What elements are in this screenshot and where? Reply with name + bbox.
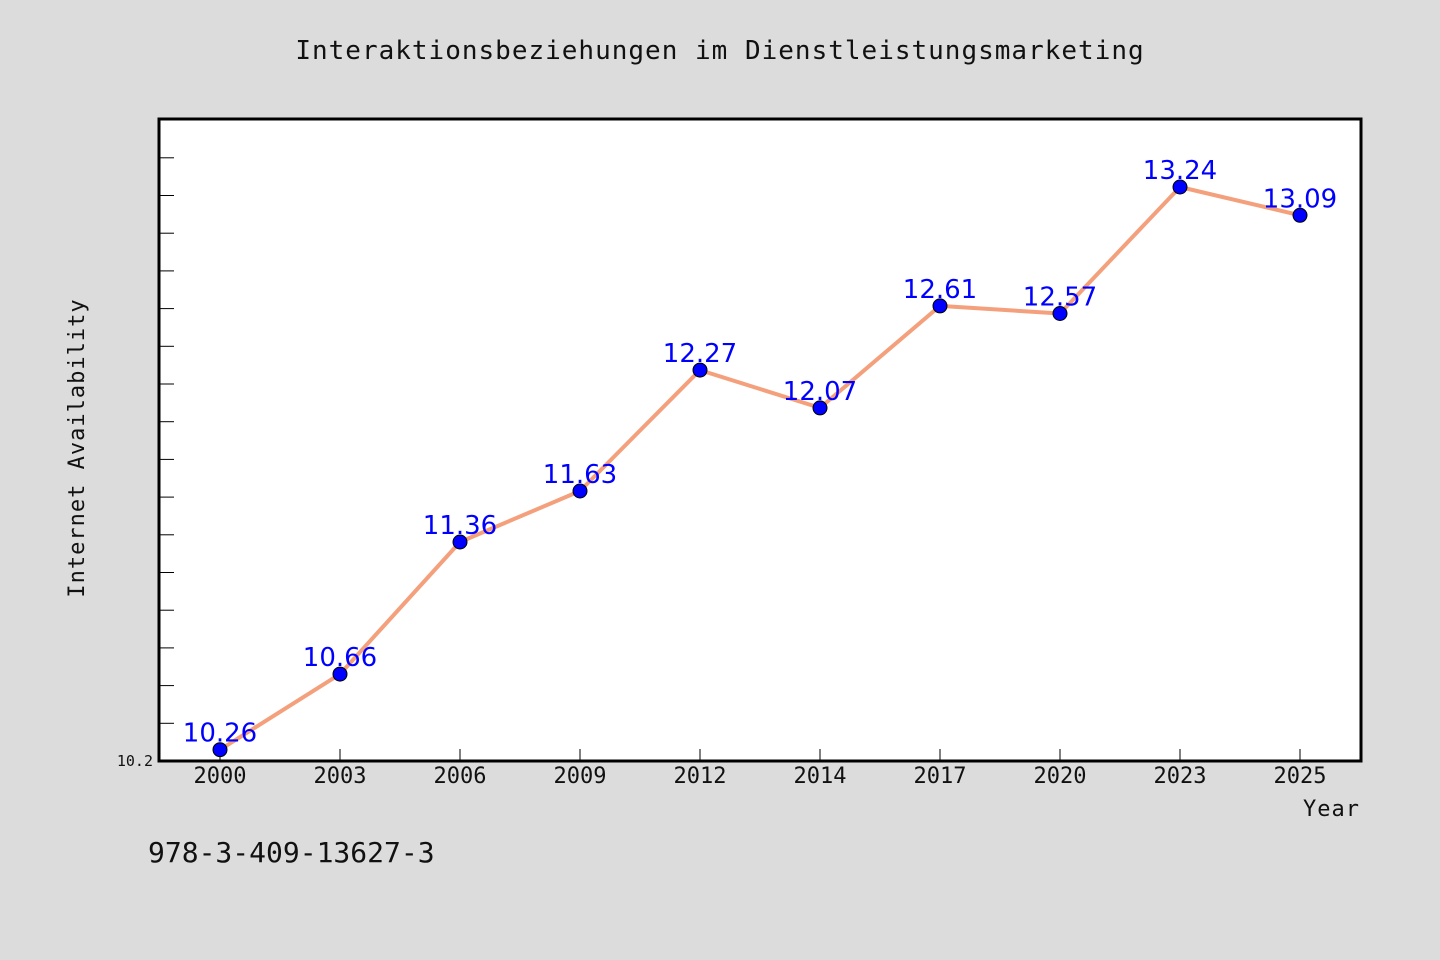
x-tick-label: 2014 [794,764,847,789]
x-axis-ticks: 2000 2003 2006 2009 2012 2014 2017 2020 2023 2025 [194,749,1327,789]
x-tick-label: 2012 [674,764,727,789]
data-labels: 10.26 10.66 11.36 11.63 12.27 12.07 12.61 12.57… [183,156,1337,749]
data-label: 11.36 [423,511,497,541]
data-label: 12.61 [903,275,977,305]
data-point [692,362,708,378]
data-point [452,534,468,550]
data-point [932,298,948,314]
x-tick-label: 2017 [914,764,967,789]
data-label: 11.63 [543,460,617,490]
data-label: 12.57 [1023,283,1097,313]
data-point [1292,207,1308,223]
series-line [218,185,1302,752]
y-tick-label: 10.2 [117,752,153,770]
data-point [1052,306,1068,321]
data-point [212,742,228,758]
data-markers [212,179,1308,758]
data-label: 12.07 [783,377,857,407]
x-tick-label: 2003 [314,764,367,789]
y-axis-label: Internet Availability [65,298,90,597]
chart-title: Interaktionsbeziehungen im Dienstleistun… [295,36,1144,66]
x-tick-label: 2025 [1274,764,1327,789]
x-tick-label: 2020 [1034,764,1087,789]
y-axis-minor-ticks [159,157,174,762]
data-point [812,400,828,416]
data-point [332,666,348,682]
x-tick-label: 2006 [434,764,487,789]
isbn-text: 978-3-409-13627-3 [148,836,435,869]
x-tick-label: 2023 [1154,764,1207,789]
data-point [1172,179,1188,195]
x-tick-label: 2000 [194,764,247,789]
data-point [572,483,588,499]
x-axis-label: Year [1303,797,1360,822]
data-label: 13.24 [1143,156,1217,186]
data-label: 10.66 [303,643,377,673]
data-label: 10.26 [183,719,257,749]
data-label: 13.09 [1263,184,1337,214]
data-label: 12.27 [663,339,737,369]
x-tick-label: 2009 [554,764,607,789]
